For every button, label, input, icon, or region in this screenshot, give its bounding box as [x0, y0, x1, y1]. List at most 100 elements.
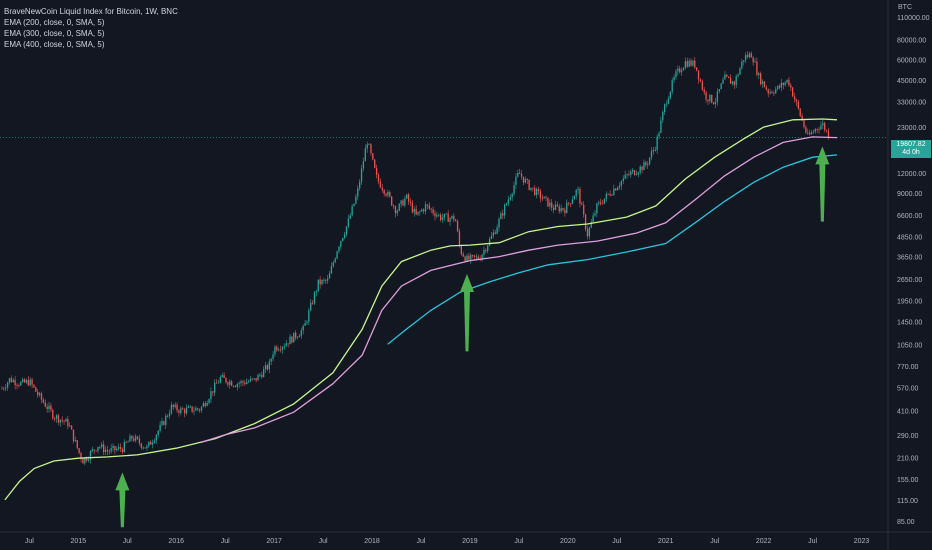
candle: [810, 132, 813, 135]
candle: [761, 81, 764, 85]
candle: [490, 235, 493, 239]
candle: [215, 382, 218, 384]
candle: [72, 429, 75, 442]
candle: [797, 101, 800, 109]
candle: [102, 444, 105, 452]
candle: [775, 89, 777, 94]
candle: [586, 229, 589, 237]
candle: [453, 215, 455, 220]
x-tick-label: 2021: [658, 538, 674, 545]
ema-200-line: [4, 118, 838, 501]
candle: [744, 55, 747, 61]
candle: [340, 240, 342, 247]
candle: [262, 369, 265, 378]
candle: [507, 199, 510, 204]
candle: [822, 123, 824, 126]
candle: [447, 213, 449, 222]
candle: [530, 187, 532, 190]
y-tick-label: 115.00: [897, 498, 918, 505]
candle: [33, 384, 35, 388]
y-tick-label: 2650.00: [897, 277, 922, 284]
candle: [667, 98, 670, 104]
candle: [428, 205, 430, 209]
candle: [69, 425, 71, 427]
candle: [470, 254, 472, 260]
candle: [325, 279, 327, 281]
candle: [5, 387, 7, 389]
candle: [55, 415, 58, 419]
y-tick-label: 110000.00: [897, 15, 930, 22]
candle: [473, 255, 476, 257]
candle: [662, 111, 664, 121]
y-tick-label: 60000.00: [897, 58, 926, 65]
candle: [230, 381, 233, 386]
candle: [598, 202, 600, 204]
candle: [99, 446, 101, 448]
candle: [733, 81, 735, 85]
candle: [67, 419, 69, 427]
candle: [541, 198, 543, 200]
candle: [91, 449, 93, 452]
candle: [133, 438, 135, 441]
candle: [707, 99, 709, 102]
candle: [12, 379, 14, 383]
candle: [677, 68, 679, 72]
candle: [86, 458, 88, 461]
candle: [8, 378, 11, 383]
candle: [238, 383, 240, 385]
candle: [396, 210, 398, 214]
x-tick-label: Jul: [123, 538, 132, 545]
candle: [108, 451, 110, 453]
candle: [709, 94, 711, 102]
candle: [343, 234, 346, 238]
candle: [155, 434, 157, 441]
candle: [217, 382, 220, 384]
candle: [718, 89, 720, 92]
candle: [328, 273, 331, 279]
candle: [532, 187, 534, 189]
candle: [449, 218, 451, 222]
candle: [622, 178, 624, 182]
x-tick-label: 2018: [364, 538, 380, 545]
candle: [509, 197, 511, 200]
candle: [251, 378, 254, 380]
candle: [477, 256, 479, 260]
candle: [652, 149, 655, 152]
candle: [27, 379, 29, 386]
candle: [327, 278, 329, 281]
candle: [505, 203, 508, 205]
candle: [581, 203, 583, 205]
candle: [123, 441, 125, 452]
candle: [191, 406, 193, 412]
candle: [357, 188, 359, 197]
candle: [197, 408, 199, 410]
legend-title: BraveNewCoin Liquid Index for Bitcoin, 1…: [4, 7, 178, 16]
candle: [59, 419, 61, 423]
candle: [221, 375, 223, 377]
candle: [317, 279, 319, 292]
candle: [801, 115, 803, 121]
candle: [116, 448, 118, 451]
candle: [616, 187, 619, 191]
candle: [729, 78, 732, 84]
candle: [812, 131, 815, 133]
candle: [413, 208, 415, 213]
candle: [547, 197, 549, 207]
candle: [178, 410, 180, 413]
candle: [748, 53, 751, 58]
candle: [415, 208, 417, 215]
candle: [368, 144, 370, 146]
candle: [421, 209, 423, 212]
candle: [485, 250, 487, 252]
x-tick-label: 2020: [560, 538, 576, 545]
candle: [259, 374, 261, 376]
candle: [313, 292, 316, 304]
y-tick-label: 4850.00: [897, 235, 922, 242]
candle: [65, 419, 67, 422]
x-tick-label: 2016: [168, 538, 184, 545]
candle: [18, 385, 20, 387]
candle: [381, 187, 383, 190]
candle: [278, 349, 280, 351]
